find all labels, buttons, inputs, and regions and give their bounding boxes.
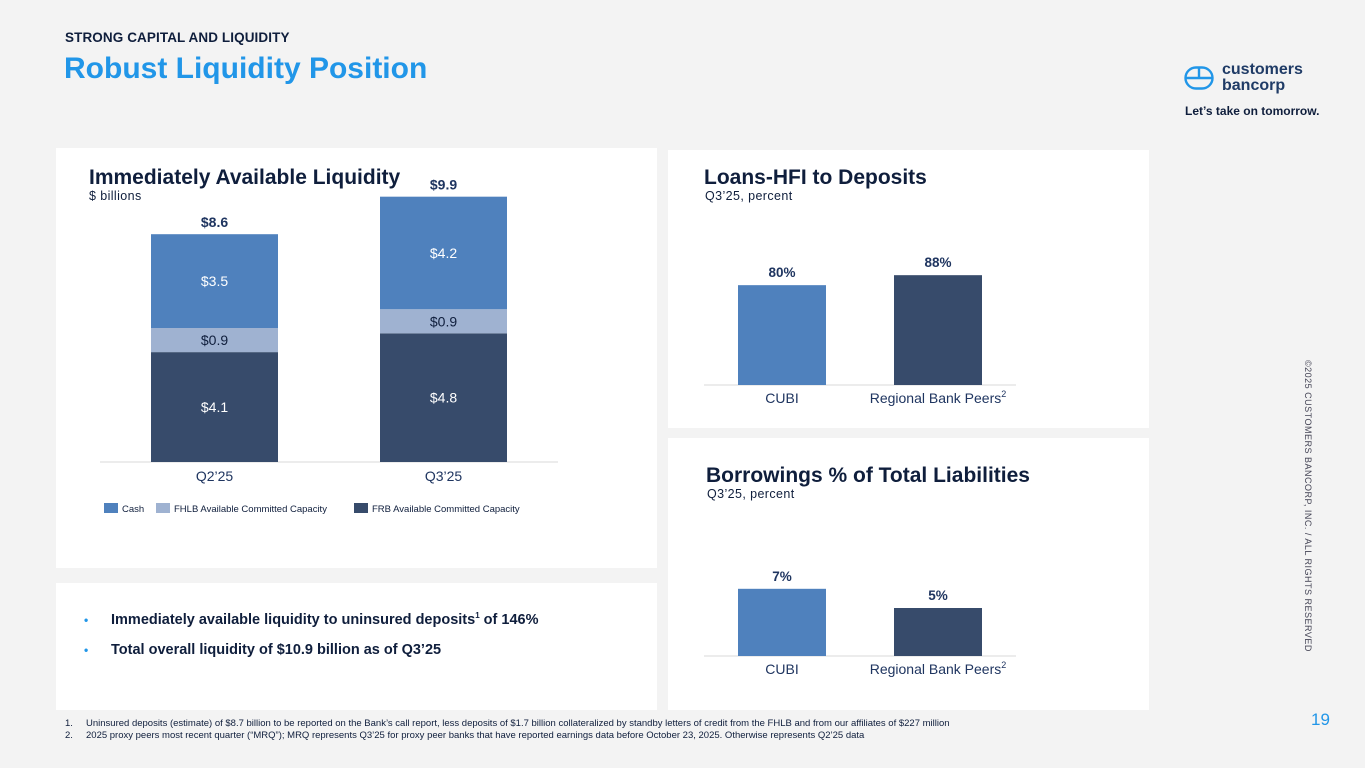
bullet-dot-icon: •	[84, 643, 89, 657]
page-title: Robust Liquidity Position	[64, 52, 428, 85]
highlight-item: • Total overall liquidity of $10.9 billi…	[84, 642, 539, 658]
liquidity-chart-subtitle: $ billions	[89, 189, 142, 203]
loans-to-deposits-panel: Loans-HFI to Deposits Q3’25, percent 80%…	[668, 150, 1149, 428]
bar-value-label: 80%	[768, 265, 795, 280]
x-tick-label: Regional Bank Peers2	[870, 660, 1007, 677]
x-tick-label: CUBI	[765, 390, 798, 406]
liquidity-stacked-bar-chart: $4.1 $0.9 $3.5 $8.6 Q2’25 $4.8 $0.9 $4.2 $9.9 Q3’…	[100, 177, 558, 515]
legend-swatch	[104, 503, 118, 513]
bar-total-label: $8.6	[201, 214, 228, 230]
x-tick-label: Q2’25	[196, 468, 234, 484]
footnotes: 1. Uninsured deposits (estimate) of $8.7…	[65, 718, 950, 742]
x-tick-label: CUBI	[765, 661, 798, 677]
brand-logo: customers bancorp	[1184, 62, 1303, 94]
highlights-list: • Immediately available liquidity to uni…	[84, 612, 539, 672]
bar-segment	[380, 309, 507, 334]
bar-segment	[151, 352, 278, 462]
bar	[894, 275, 982, 385]
legend-label: FRB Available Committed Capacity	[372, 504, 520, 515]
legend-label: FHLB Available Committed Capacity	[174, 504, 327, 515]
bar-segment	[151, 328, 278, 353]
brand-tagline: Let’s take on tomorrow.	[1185, 104, 1320, 118]
borrowings-chart-subtitle: Q3’25, percent	[707, 487, 795, 501]
bar-segment-label: $4.8	[430, 390, 457, 406]
bar-segment	[151, 234, 278, 328]
bar-segment-label: $0.9	[430, 313, 457, 329]
bar	[738, 588, 826, 656]
legend-label: Cash	[122, 504, 144, 515]
bar-segment-label: $0.9	[201, 332, 228, 348]
brand-name-line2: bancorp	[1222, 77, 1286, 94]
bar-value-label: 5%	[928, 588, 948, 603]
bar	[738, 285, 826, 385]
x-tick-label: Regional Bank Peers2	[870, 389, 1007, 406]
loans-chart-subtitle: Q3’25, percent	[705, 189, 793, 203]
bar-segment-label: $3.5	[201, 273, 228, 289]
bar	[894, 608, 982, 656]
brand-name-line1: customers	[1222, 61, 1303, 78]
highlights-panel: • Immediately available liquidity to uni…	[56, 583, 657, 710]
legend-swatch	[156, 503, 170, 513]
borrowings-bar-chart: 7% CUBI 5% Regional Bank Peers2	[704, 569, 1016, 677]
bar-segment	[380, 196, 507, 310]
customers-bancorp-logo-icon	[1184, 66, 1214, 90]
bar-total-label: $9.9	[430, 177, 457, 193]
bar-segment-label: $4.1	[201, 399, 228, 415]
loans-to-deposits-bar-chart: 80% CUBI 88% Regional Bank Peers2	[704, 255, 1016, 406]
bar-value-label: 88%	[924, 255, 951, 270]
copyright-notice: ©2025 CUSTOMERS BANCORP, INC. / ALL RIGH…	[1303, 360, 1313, 652]
footnote: 2. 2025 proxy peers most recent quarter …	[65, 730, 865, 741]
highlight-text: Immediately available liquidity to unins…	[111, 611, 539, 628]
bar-segment-label: $4.2	[430, 245, 457, 261]
section-eyebrow: STRONG CAPITAL AND LIQUIDITY	[65, 30, 290, 45]
x-tick-label: Q3’25	[425, 468, 463, 484]
highlight-item: • Immediately available liquidity to uni…	[84, 612, 539, 628]
page-number: 19	[1311, 710, 1330, 729]
footnote: 1. Uninsured deposits (estimate) of $8.7…	[65, 718, 950, 729]
liquidity-chart-title: Immediately Available Liquidity	[89, 166, 401, 189]
highlight-text: Total overall liquidity of $10.9 billion…	[111, 642, 442, 658]
brand-name: customers bancorp	[1222, 62, 1303, 94]
bullet-dot-icon: •	[84, 613, 89, 627]
borrowings-chart-title: Borrowings % of Total Liabilities	[706, 464, 1030, 487]
bar-segment	[380, 333, 507, 462]
legend-swatch	[354, 503, 368, 513]
liquidity-panel: Immediately Available Liquidity $ billio…	[56, 148, 657, 568]
borrowings-panel: Borrowings % of Total Liabilities Q3’25,…	[668, 438, 1149, 710]
loans-chart-title: Loans-HFI to Deposits	[704, 166, 927, 189]
bar-value-label: 7%	[772, 569, 792, 584]
